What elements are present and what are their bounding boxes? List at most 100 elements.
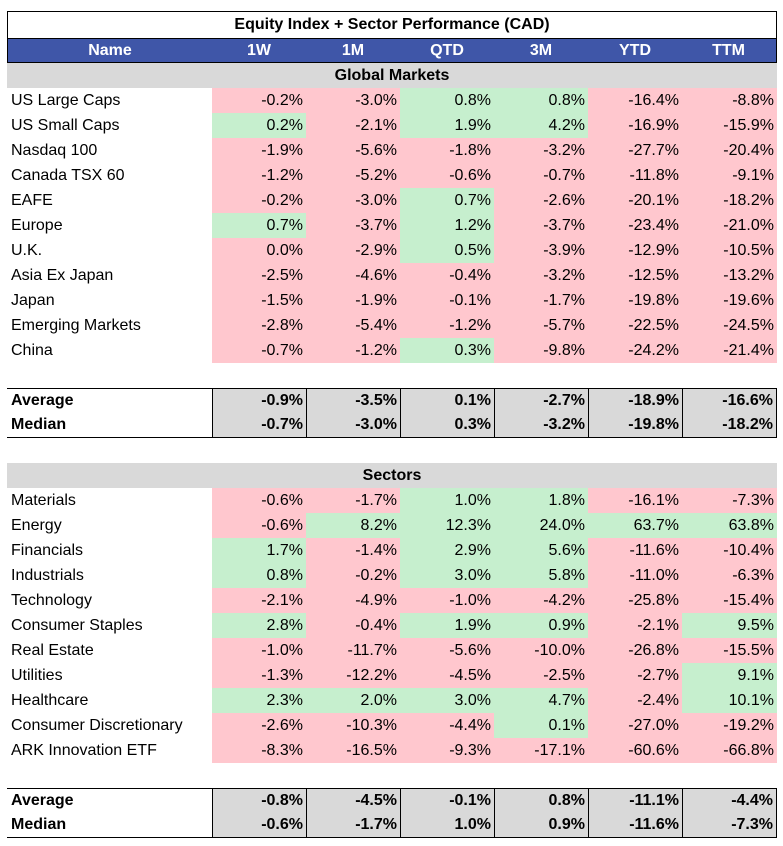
value-cell-1m: -2.9% — [306, 238, 400, 263]
value-cell-3m: -3.9% — [494, 238, 588, 263]
sector-stats: Average -0.8% -4.5% -0.1% 0.8% -11.1% -4.4% Med… — [7, 788, 777, 838]
value-cell-qtd: 2.9% — [400, 538, 494, 563]
table-row: Industrials 0.8% -0.2% 3.0% 5.8% -11.0% -6.3% — [7, 563, 777, 588]
value-cell-1m: -1.2% — [306, 338, 400, 363]
value-cell-ytd: -18.9% — [588, 389, 682, 413]
table-row: US Large Caps -0.2% -3.0% 0.8% 0.8% -16.4% -8.… — [7, 88, 777, 113]
value-cell-1w: 0.0% — [212, 238, 306, 263]
row-name: Japan — [11, 292, 55, 309]
value-cell-qtd: 12.3% — [400, 513, 494, 538]
value-cell-ytd: 63.7% — [588, 513, 682, 538]
table-row: Asia Ex Japan -2.5% -4.6% -0.4% -3.2% -12.5% -… — [7, 263, 777, 288]
table-row: China -0.7% -1.2% 0.3% -9.8% -24.2% -21.4% — [7, 338, 777, 363]
stat-row-average: Average -0.9% -3.5% 0.1% -2.7% -18.9% -16.6% — [7, 389, 777, 413]
value-cell-1m: -2.1% — [306, 113, 400, 138]
row-name: Real Estate — [11, 642, 94, 659]
row-name: U.K. — [11, 242, 43, 259]
value-cell-3m: -5.7% — [494, 313, 588, 338]
value-cell-qtd: 1.0% — [400, 488, 494, 513]
value-cell-ttm: -9.1% — [682, 163, 777, 188]
value-cell-ytd: -16.4% — [588, 88, 682, 113]
value-cell-3m: -0.7% — [494, 163, 588, 188]
value-cell-ytd: -27.7% — [588, 138, 682, 163]
value-cell-ttm: -7.3% — [682, 813, 777, 837]
value-cell-1w: 0.2% — [212, 113, 306, 138]
performance-table: Equity Index + Sector Performance (CAD) … — [7, 11, 777, 838]
value-cell-qtd: 1.9% — [400, 113, 494, 138]
value-cell-ytd: -19.8% — [588, 288, 682, 313]
value-cell-1m: -3.0% — [306, 88, 400, 113]
table-row: EAFE -0.2% -3.0% 0.7% -2.6% -20.1% -18.2% — [7, 188, 777, 213]
value-cell-1w: -0.7% — [212, 338, 306, 363]
row-name: Utilities — [11, 667, 63, 684]
value-cell-qtd: -0.6% — [400, 163, 494, 188]
row-name: Consumer Discretionary — [11, 717, 183, 734]
spacer — [7, 363, 777, 388]
section-heading-global-markets: Global Markets — [7, 63, 777, 88]
value-cell-1m: 8.2% — [306, 513, 400, 538]
value-cell-3m: -10.0% — [494, 638, 588, 663]
table-row: ARK Innovation ETF -8.3% -16.5% -9.3% -17.1%… — [7, 738, 777, 763]
column-header-name: Name — [88, 42, 132, 59]
value-cell-ttm: 9.5% — [682, 613, 777, 638]
value-cell-ytd: -11.6% — [588, 538, 682, 563]
value-cell-qtd: 0.3% — [400, 338, 494, 363]
column-header-3m: 3M — [529, 42, 553, 59]
value-cell-1m: -5.4% — [306, 313, 400, 338]
value-cell-qtd: 1.2% — [400, 213, 494, 238]
table-row: US Small Caps 0.2% -2.1% 1.9% 4.2% -16.9% -15.… — [7, 113, 777, 138]
value-cell-ytd: -2.1% — [588, 613, 682, 638]
value-cell-1m: 2.0% — [306, 688, 400, 713]
value-cell-ttm: -15.9% — [682, 113, 777, 138]
value-cell-3m: -3.7% — [494, 213, 588, 238]
stat-row-median: Median -0.7% -3.0% 0.3% -3.2% -19.8% -18.2% — [7, 413, 777, 437]
value-cell-1w: -0.2% — [212, 188, 306, 213]
value-cell-3m: -3.2% — [494, 138, 588, 163]
row-name: US Large Caps — [11, 92, 121, 109]
stat-label: Average — [11, 792, 74, 809]
row-name: Energy — [11, 517, 62, 534]
stat-row-average: Average -0.8% -4.5% -0.1% 0.8% -11.1% -4.4% — [7, 789, 777, 813]
value-cell-ytd: -24.2% — [588, 338, 682, 363]
value-cell-qtd: -1.2% — [400, 313, 494, 338]
value-cell-1m: -3.0% — [306, 188, 400, 213]
row-name: Asia Ex Japan — [11, 267, 114, 284]
value-cell-1m: -12.2% — [306, 663, 400, 688]
value-cell-1m: -1.9% — [306, 288, 400, 313]
value-cell-ttm: -66.8% — [682, 738, 777, 763]
row-name: Nasdaq 100 — [11, 142, 98, 159]
value-cell-3m: 0.8% — [494, 789, 588, 813]
row-name: EAFE — [11, 192, 53, 209]
value-cell-ytd: -11.0% — [588, 563, 682, 588]
stat-label: Median — [11, 416, 67, 433]
table-row: U.K. 0.0% -2.9% 0.5% -3.9% -12.9% -10.5% — [7, 238, 777, 263]
value-cell-3m: 0.1% — [494, 713, 588, 738]
row-name: Technology — [11, 592, 92, 609]
value-cell-qtd: 3.0% — [400, 688, 494, 713]
value-cell-1m: -3.0% — [306, 413, 400, 437]
value-cell-qtd: 1.9% — [400, 613, 494, 638]
row-name: ARK Innovation ETF — [11, 742, 157, 759]
value-cell-ttm: -19.6% — [682, 288, 777, 313]
value-cell-ytd: -20.1% — [588, 188, 682, 213]
value-cell-3m: -3.2% — [494, 263, 588, 288]
value-cell-qtd: -0.1% — [400, 789, 494, 813]
value-cell-ttm: -10.4% — [682, 538, 777, 563]
value-cell-3m: 4.2% — [494, 113, 588, 138]
value-cell-3m: 0.9% — [494, 813, 588, 837]
table-title: Equity Index + Sector Performance (CAD) — [7, 11, 777, 38]
value-cell-ytd: -23.4% — [588, 213, 682, 238]
value-cell-1w: -0.2% — [212, 88, 306, 113]
value-cell-3m: -2.5% — [494, 663, 588, 688]
value-cell-3m: 5.6% — [494, 538, 588, 563]
row-name: Financials — [11, 542, 84, 559]
table-row: Financials 1.7% -1.4% 2.9% 5.6% -11.6% -10.4% — [7, 538, 777, 563]
value-cell-qtd: 0.7% — [400, 188, 494, 213]
column-header-row: Name 1W 1M QTD 3M YTD TTM — [7, 38, 777, 63]
value-cell-1m: -1.7% — [306, 813, 400, 837]
column-header-ytd: YTD — [619, 42, 651, 59]
value-cell-1w: -8.3% — [212, 738, 306, 763]
sector-rows: Materials -0.6% -1.7% 1.0% 1.8% -16.1% -7.3% En… — [7, 488, 777, 763]
table-row: Real Estate -1.0% -11.7% -5.6% -10.0% -26.8% -… — [7, 638, 777, 663]
value-cell-1w: -2.6% — [212, 713, 306, 738]
